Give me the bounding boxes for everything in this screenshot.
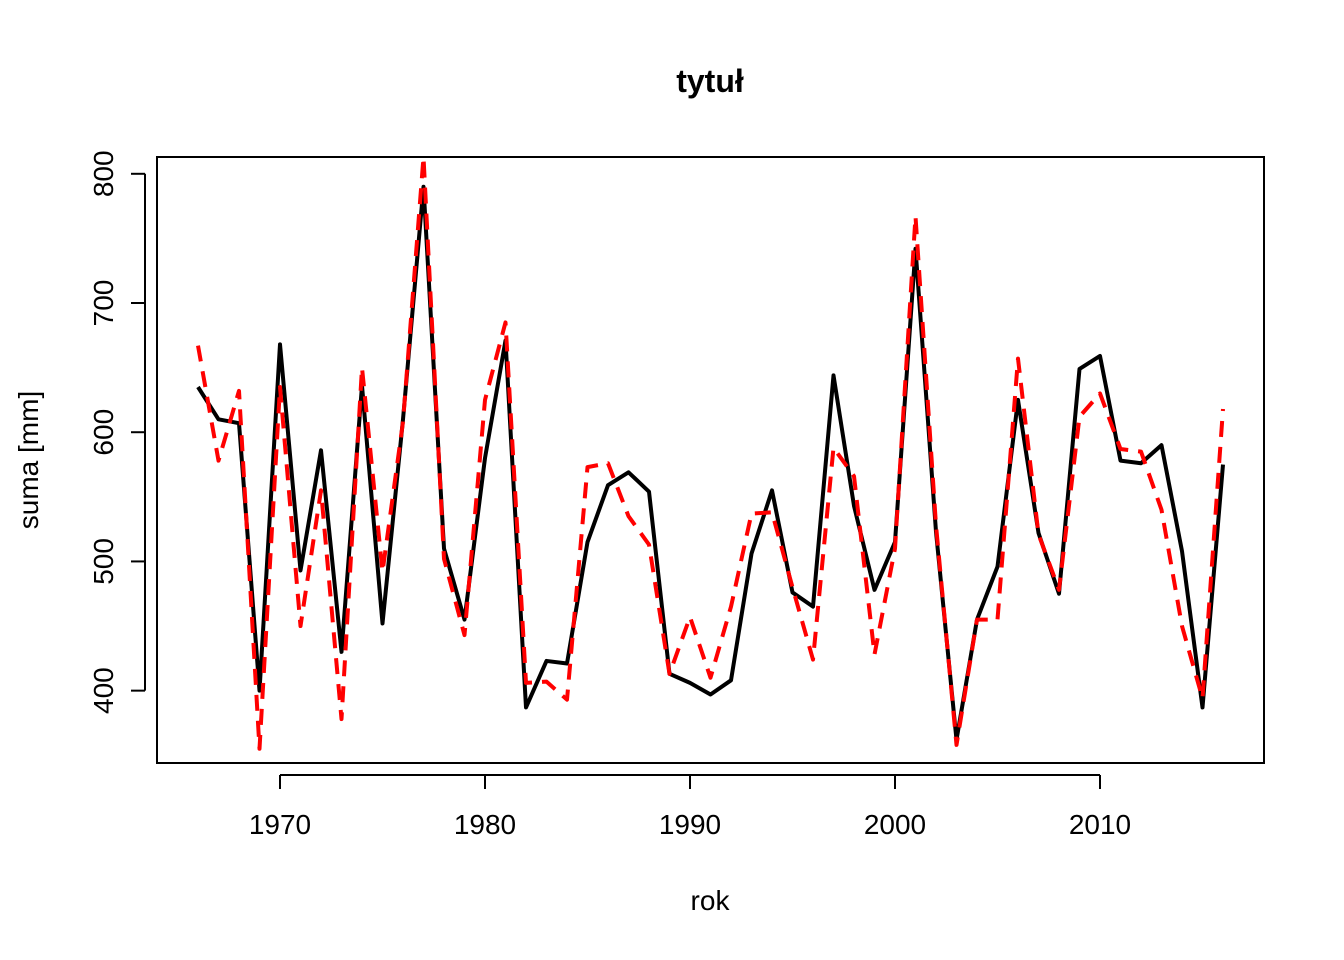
x-tick-label: 2000 bbox=[864, 809, 926, 840]
y-axis-label: suma [mm] bbox=[13, 391, 44, 529]
chart-title: tytuł bbox=[676, 63, 744, 99]
series-line-2 bbox=[196, 155, 1225, 751]
series-line-1 bbox=[196, 184, 1225, 742]
x-axis: 1970 1980 1990 2000 2010 bbox=[249, 774, 1131, 840]
y-axis: 400 500 600 700 800 bbox=[88, 150, 146, 714]
y-tick-label: 400 bbox=[88, 667, 119, 714]
y-tick-label: 700 bbox=[88, 280, 119, 327]
plot-frame bbox=[156, 156, 1265, 764]
x-axis-label: rok bbox=[691, 885, 731, 916]
y-tick-label: 600 bbox=[88, 409, 119, 456]
x-tick-label: 1990 bbox=[659, 809, 721, 840]
y-tick-label: 800 bbox=[88, 150, 119, 197]
series-layer bbox=[196, 155, 1225, 751]
x-tick-label: 1980 bbox=[454, 809, 516, 840]
y-tick-label: 500 bbox=[88, 538, 119, 585]
x-tick-label: 1970 bbox=[249, 809, 311, 840]
x-tick-label: 2010 bbox=[1069, 809, 1131, 840]
